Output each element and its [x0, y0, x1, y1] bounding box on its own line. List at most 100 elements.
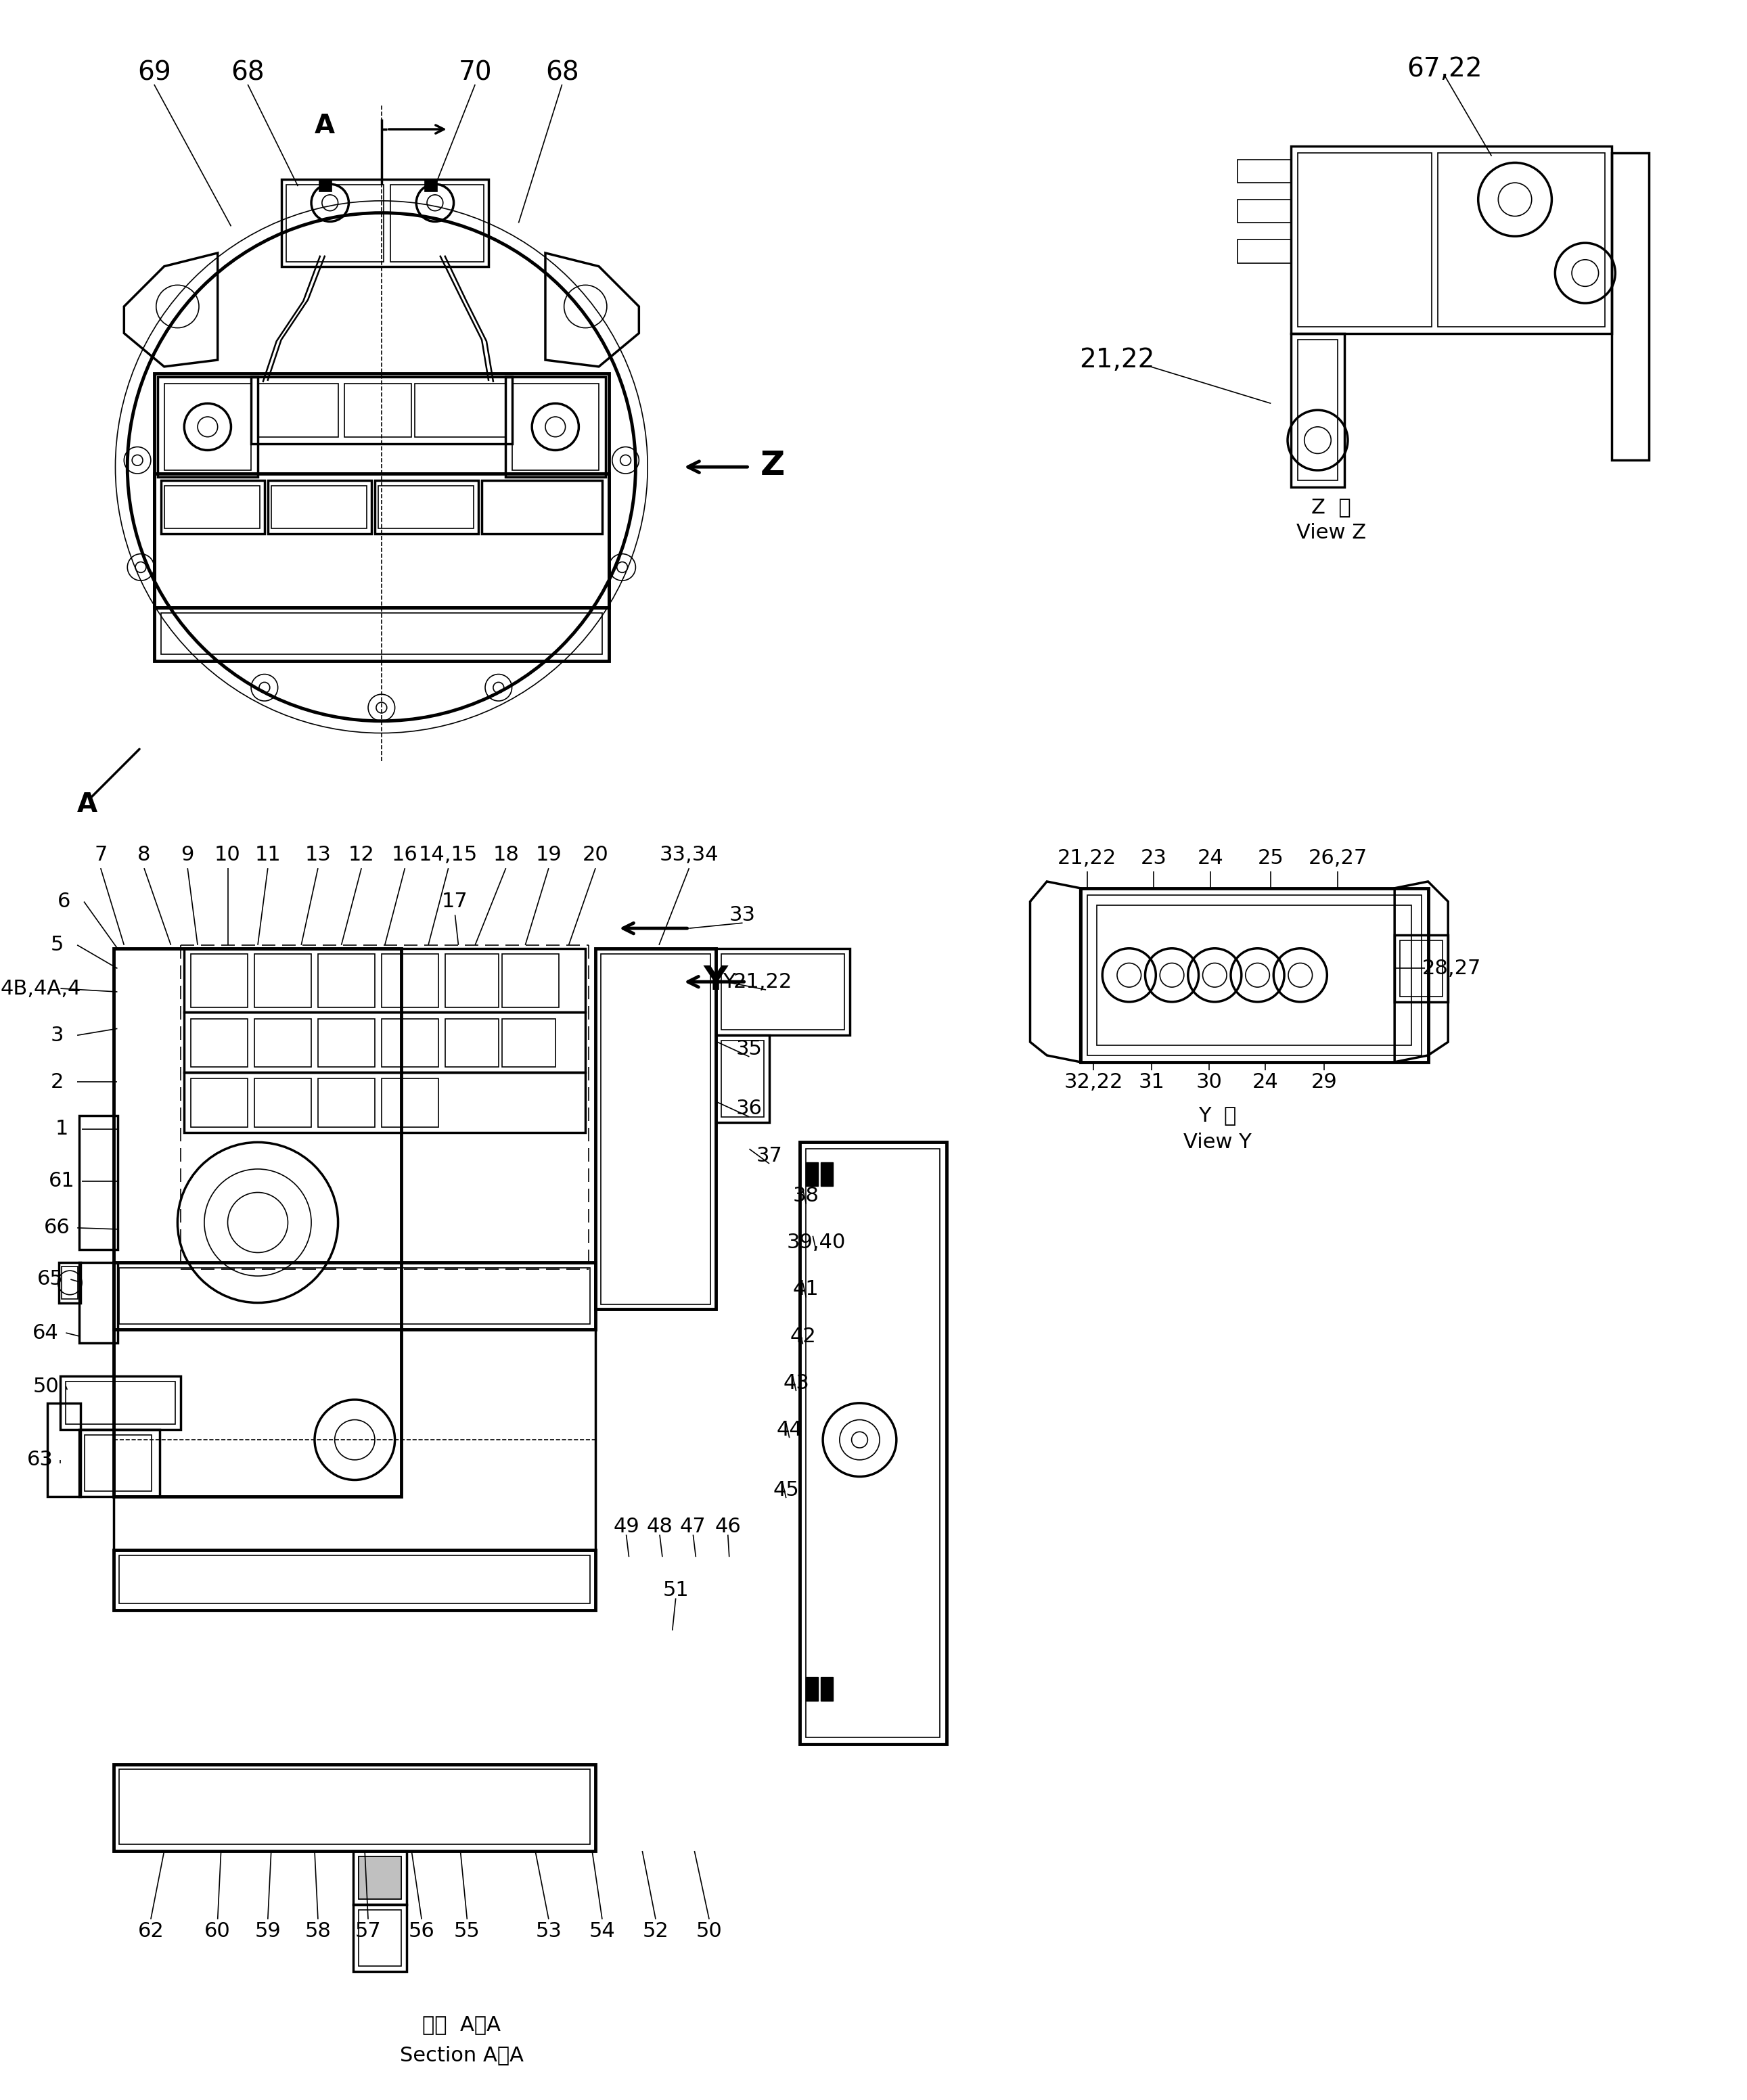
Text: 55: 55	[454, 1922, 480, 1940]
Bar	[255, 1079, 311, 1128]
Text: 24: 24	[1198, 848, 1225, 867]
Text: 68: 68	[231, 59, 264, 86]
Text: Z  視: Z 視	[1312, 498, 1350, 517]
Bar	[1237, 239, 1291, 262]
Bar	[716, 1035, 769, 1121]
Text: Z: Z	[760, 449, 784, 481]
Bar	[271, 485, 367, 529]
Text: 33,34: 33,34	[659, 844, 718, 865]
Text: 24: 24	[1253, 1073, 1279, 1092]
Bar	[255, 1019, 311, 1067]
Bar	[79, 1115, 119, 1250]
Bar	[183, 1012, 585, 1073]
Bar	[79, 1430, 159, 1497]
Bar	[161, 481, 264, 533]
Bar	[114, 1262, 596, 1329]
Bar	[722, 953, 844, 1029]
Bar	[1399, 941, 1443, 998]
Bar	[183, 1073, 585, 1132]
Text: 46: 46	[715, 1516, 741, 1537]
Text: 59: 59	[255, 1922, 281, 1940]
Text: 65: 65	[37, 1270, 63, 1289]
Text: View Y: View Y	[1183, 1132, 1251, 1153]
Bar	[157, 376, 259, 477]
Bar	[190, 1019, 248, 1067]
Text: 66: 66	[44, 1218, 70, 1237]
Bar	[376, 481, 479, 533]
Text: Y: Y	[704, 964, 728, 998]
Text: Y  視: Y 視	[1198, 1107, 1237, 1126]
Text: 21,22: 21,22	[1057, 848, 1116, 867]
Bar	[119, 1268, 590, 1325]
Bar	[1087, 895, 1422, 1056]
Bar	[381, 1019, 438, 1067]
Bar	[252, 376, 512, 443]
Text: 64: 64	[33, 1323, 59, 1342]
Bar	[119, 1770, 590, 1844]
Text: 38: 38	[793, 1186, 819, 1205]
Text: 21,22: 21,22	[1080, 346, 1155, 374]
Bar	[1097, 905, 1412, 1046]
Bar	[61, 1266, 79, 1298]
Text: 36: 36	[735, 1098, 762, 1119]
Text: 18: 18	[493, 844, 519, 865]
Bar	[601, 953, 711, 1304]
Bar	[1298, 153, 1431, 326]
Bar	[1612, 153, 1649, 460]
Bar	[501, 953, 559, 1008]
Text: 47: 47	[680, 1516, 706, 1537]
Bar	[1080, 888, 1427, 1063]
Bar	[821, 1678, 833, 1701]
Text: 52: 52	[643, 1922, 669, 1940]
Bar	[190, 1079, 248, 1128]
Text: 11: 11	[255, 844, 281, 865]
Bar	[61, 1376, 182, 1430]
Text: 16: 16	[391, 844, 418, 865]
Text: 58: 58	[304, 1922, 332, 1940]
Bar	[353, 1905, 407, 1972]
Text: 41: 41	[793, 1279, 819, 1300]
Text: A: A	[314, 113, 335, 139]
Bar	[358, 1856, 402, 1898]
Text: Section A－A: Section A－A	[400, 2045, 524, 2064]
Text: 19: 19	[536, 844, 563, 865]
Text: 17: 17	[442, 893, 468, 911]
Bar	[287, 185, 384, 262]
Text: 21,22: 21,22	[734, 972, 791, 991]
Bar	[161, 613, 603, 655]
Bar	[114, 949, 402, 1497]
Text: 68: 68	[545, 59, 578, 86]
Bar	[164, 384, 252, 470]
Bar	[425, 179, 437, 191]
Text: 29: 29	[1312, 1073, 1338, 1092]
Bar	[318, 1079, 376, 1128]
Text: 25: 25	[1258, 848, 1284, 867]
Text: 56: 56	[409, 1922, 435, 1940]
Bar	[482, 481, 603, 533]
Bar	[164, 485, 260, 529]
Bar	[1237, 200, 1291, 223]
Text: 45: 45	[772, 1480, 798, 1499]
Text: 26,27: 26,27	[1309, 848, 1368, 867]
Bar	[381, 1079, 438, 1128]
Text: 28,27: 28,27	[1422, 958, 1481, 979]
Text: 60: 60	[204, 1922, 231, 1940]
Text: 62: 62	[138, 1922, 164, 1940]
Bar	[505, 376, 606, 477]
Bar	[79, 1262, 119, 1342]
Text: 14,15: 14,15	[419, 844, 479, 865]
Text: 48: 48	[646, 1516, 673, 1537]
Bar	[1438, 153, 1605, 326]
Text: 50: 50	[695, 1922, 722, 1940]
Bar	[281, 179, 489, 267]
Text: 2: 2	[51, 1073, 63, 1092]
Text: 67,22: 67,22	[1406, 57, 1483, 82]
Text: Y: Y	[723, 972, 735, 991]
Text: 30: 30	[1197, 1073, 1223, 1092]
Text: 70: 70	[458, 59, 493, 86]
Text: 42: 42	[790, 1327, 816, 1346]
Bar	[805, 1161, 818, 1186]
Bar	[821, 1161, 833, 1186]
Bar	[512, 384, 599, 470]
Text: 57: 57	[355, 1922, 381, 1940]
